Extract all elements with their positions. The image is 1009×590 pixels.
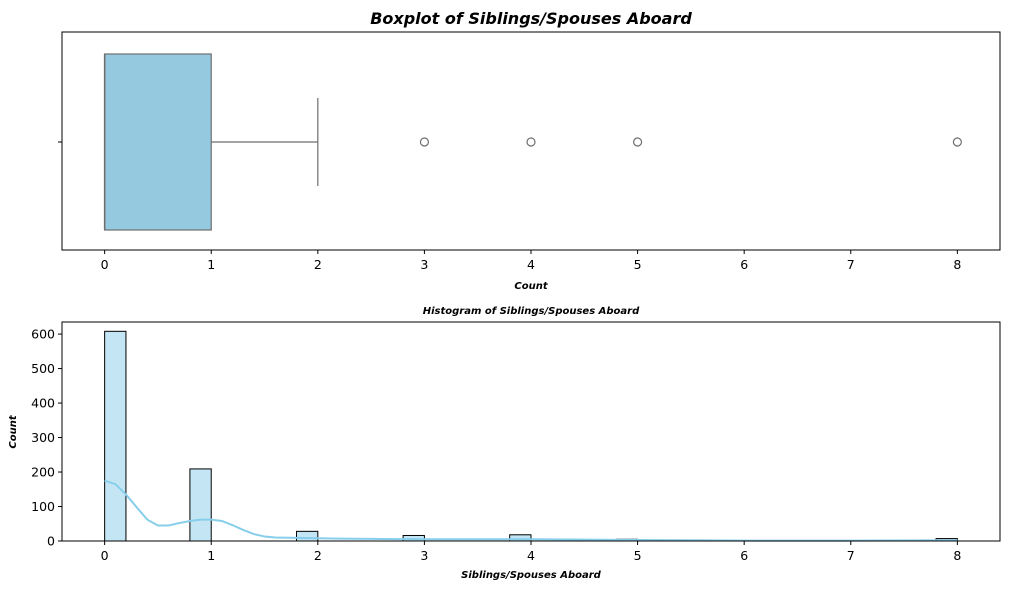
boxplot-x-ticks: 0 1 2 3 4 5 6 7 8 <box>101 250 961 272</box>
histogram-x-tick-label: 0 <box>101 548 109 563</box>
boxplot-x-tick-label: 5 <box>634 257 642 272</box>
histogram-bars <box>104 330 958 542</box>
histogram-x-tick-label: 8 <box>953 548 961 563</box>
boxplot-plot-area <box>103 53 962 231</box>
histogram-title: Histogram of Siblings/Spouses Aboard <box>423 306 640 317</box>
box-outlier <box>632 137 643 147</box>
box-outlier <box>419 137 430 147</box>
boxplot-x-tick-label: 1 <box>207 257 215 272</box>
boxplot-x-tick-label: 0 <box>101 257 109 272</box>
histogram-x-tick-label: 2 <box>314 548 322 563</box>
histogram-y-tick-label: 100 <box>31 499 55 514</box>
histogram-x-tick-label: 3 <box>420 548 428 563</box>
boxplot-x-tick-label: 8 <box>953 257 961 272</box>
histogram-bar <box>104 330 127 542</box>
boxplot-x-tick-label: 6 <box>740 257 748 272</box>
histogram-x-tick-label: 4 <box>527 548 535 563</box>
boxplot-chart: Boxplot of Siblings/Spouses Aboard 0 1 2 3 4… <box>58 9 1001 292</box>
histogram-y-ticks: 0 100 200 300 400 500 600 <box>31 327 62 549</box>
histogram-x-tick-label: 7 <box>847 548 855 563</box>
histogram-y-tick-label: 600 <box>31 327 55 342</box>
histogram-bar <box>296 530 319 542</box>
histogram-y-axis-label: Count <box>8 414 19 448</box>
histogram-x-tick-label: 5 <box>634 548 642 563</box>
histogram-y-tick-label: 300 <box>31 430 55 445</box>
boxplot-x-tick-label: 4 <box>527 257 535 272</box>
histogram-kde-line <box>104 479 958 542</box>
boxplot-title: Boxplot of Siblings/Spouses Aboard <box>370 9 692 28</box>
box-iqr <box>104 53 212 231</box>
histogram-y-tick-label: 500 <box>31 361 55 376</box>
histogram-y-tick-label: 400 <box>31 396 55 411</box>
boxplot-x-tick-label: 7 <box>847 257 855 272</box>
histogram-x-tick-label: 1 <box>207 548 215 563</box>
histogram-x-tick-label: 6 <box>740 548 748 563</box>
boxplot-x-tick-label: 3 <box>420 257 428 272</box>
boxplot-x-tick-label: 2 <box>314 257 322 272</box>
histogram-chart: Histogram of Siblings/Spouses Aboard 0 1 2… <box>8 306 1001 581</box>
histogram-y-tick-label: 200 <box>31 465 55 480</box>
box-outlier <box>526 137 536 147</box>
boxplot-x-axis-label: Count <box>514 281 548 292</box>
histogram-x-ticks: 0 1 2 3 4 5 6 7 8 <box>101 541 961 563</box>
histogram-x-axis-label: Siblings/Spouses Aboard <box>461 570 601 581</box>
histogram-bar <box>189 468 212 542</box>
histogram-y-tick-label: 0 <box>47 534 55 549</box>
box-outlier <box>952 137 962 147</box>
